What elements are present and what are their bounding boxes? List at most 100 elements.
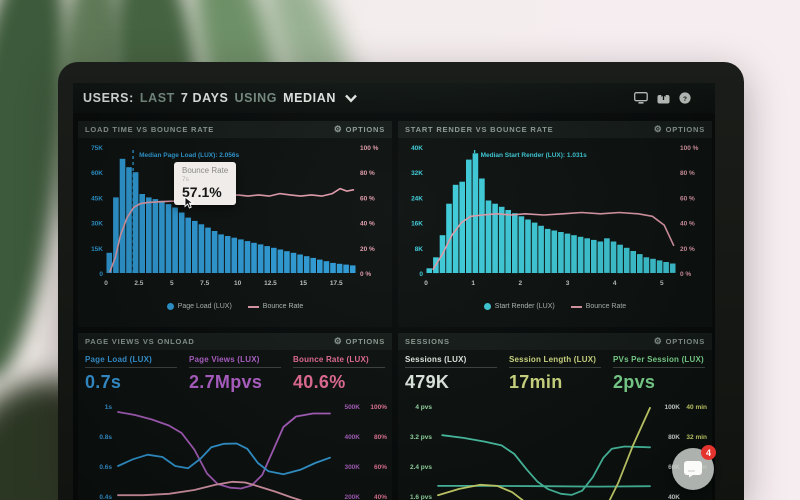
svg-text:4 pvs: 4 pvs: [415, 404, 432, 411]
options-button[interactable]: ⚙ OPTIONS: [333, 124, 385, 135]
start-render-histogram: 40K 32K 24K 16K 8K 0 100 % 80 % 60 % 40 % 20 % 0 % 0…: [411, 145, 699, 287]
legend-label: Page Load (LUX): [177, 303, 232, 310]
svg-text:80 %: 80 %: [360, 170, 375, 177]
panel-page-views-vs-onload: PAGE VIEWS VS ONLOAD ⚙ OPTIONS Page Load…: [78, 333, 392, 500]
tooltip-title: Bounce Rate: [182, 166, 229, 175]
svg-text:40%: 40%: [374, 494, 387, 500]
gear-icon: ⚙: [653, 336, 663, 346]
svg-text:8K: 8K: [415, 246, 424, 253]
svg-text:3.2 pvs: 3.2 pvs: [410, 434, 432, 441]
options-button[interactable]: ⚙ OPTIONS: [653, 336, 705, 347]
panel-title: SESSIONS: [405, 337, 450, 346]
metric-label: Sessions (LUX): [405, 355, 497, 368]
metric-label: Page Views (LUX): [189, 355, 281, 368]
svg-text:100%: 100%: [370, 404, 387, 411]
svg-text:80 %: 80 %: [680, 170, 695, 177]
svg-text:20 %: 20 %: [680, 246, 695, 253]
title-users: USERS:: [83, 91, 134, 105]
metric-page-load: Page Load (LUX) 0.7s: [85, 355, 177, 393]
svg-text:4: 4: [613, 280, 617, 287]
legend-line-swatch: [247, 305, 259, 308]
panel-sessions: SESSIONS ⚙ OPTIONS Sessions (LUX) 479K S…: [398, 333, 712, 500]
svg-text:20 %: 20 %: [360, 246, 375, 253]
svg-text:2: 2: [519, 280, 523, 287]
panel-load-time-vs-bounce-rate: LOAD TIME VS BOUNCE RATE ⚙ OPTIONS 75K 60…: [78, 121, 392, 327]
metric-pvs-per-session: PVs Per Session (LUX) 2pvs: [613, 355, 705, 393]
metric-row: Sessions (LUX) 479K Session Length (LUX)…: [398, 350, 712, 396]
title-days: 7 DAYS: [180, 91, 229, 105]
legend-line-swatch: [570, 305, 582, 308]
svg-text:Median Start Render (LUX): 1.0: Median Start Render (LUX): 1.031s: [481, 152, 588, 159]
legend-dot-swatch: [483, 303, 491, 310]
svg-text:100 %: 100 %: [680, 145, 699, 152]
metric-value: 479K: [405, 372, 450, 392]
svg-text:40 %: 40 %: [360, 221, 375, 228]
mouse-cursor-icon: [184, 196, 195, 214]
svg-text:500K: 500K: [344, 404, 360, 411]
svg-text:80K: 80K: [668, 434, 680, 441]
help-icon[interactable]: ?: [679, 92, 691, 104]
svg-text:17.5: 17.5: [330, 280, 343, 287]
metric-page-views: Page Views (LUX) 2.7Mpvs: [189, 355, 281, 393]
svg-text:0.6s: 0.6s: [99, 464, 112, 471]
metric-sessions: Sessions (LUX) 479K: [405, 355, 497, 393]
metric-row: Page Load (LUX) 0.7s Page Views (LUX) 2.…: [78, 350, 392, 396]
svg-text:40 %: 40 %: [680, 221, 695, 228]
svg-text:30K: 30K: [91, 221, 103, 228]
svg-text:0.4s: 0.4s: [99, 494, 112, 500]
metric-value: 17min: [509, 372, 563, 392]
panel-title: LOAD TIME VS BOUNCE RATE: [85, 125, 215, 134]
title-median: MEDIAN: [283, 91, 336, 105]
svg-text:60 %: 60 %: [360, 195, 375, 202]
svg-text:Median Page Load (LUX): 2.056s: Median Page Load (LUX): 2.056s: [139, 152, 239, 159]
metric-label: Bounce Rate (LUX): [293, 355, 385, 368]
svg-text:300K: 300K: [344, 464, 360, 471]
title-using: USING: [234, 91, 278, 105]
gear-icon: ⚙: [653, 124, 663, 134]
svg-text:100K: 100K: [664, 404, 680, 411]
svg-text:15K: 15K: [91, 246, 103, 253]
chevron-down-icon[interactable]: [344, 94, 358, 103]
panel-start-render-vs-bounce-rate: START RENDER VS BOUNCE RATE ⚙ OPTIONS 40…: [398, 121, 712, 327]
svg-text:45K: 45K: [91, 195, 103, 202]
metric-value: 0.7s: [85, 372, 122, 392]
metric-label: PVs Per Session (LUX): [613, 355, 705, 368]
page-title: USERS: LAST 7 DAYS USING MEDIAN: [83, 91, 358, 105]
share-icon[interactable]: [657, 92, 670, 104]
laptop-bezel: USERS: LAST 7 DAYS USING MEDIAN: [58, 62, 744, 500]
svg-text:10: 10: [234, 280, 242, 287]
display-icon[interactable]: [634, 92, 648, 104]
metric-value: 40.6%: [293, 372, 346, 392]
svg-text:200K: 200K: [344, 494, 360, 500]
chat-widget-button[interactable]: 4: [672, 445, 716, 490]
svg-text:2.4 pvs: 2.4 pvs: [410, 464, 432, 471]
svg-text:3: 3: [566, 280, 570, 287]
svg-text:7.5: 7.5: [200, 280, 209, 287]
tooltip-sub: 7s: [182, 176, 189, 183]
svg-text:5: 5: [170, 280, 174, 287]
panel-grid: LOAD TIME VS BOUNCE RATE ⚙ OPTIONS 75K 60…: [73, 113, 715, 500]
svg-text:32 min: 32 min: [686, 434, 707, 441]
svg-text:0.8s: 0.8s: [99, 434, 112, 441]
options-button[interactable]: ⚙ OPTIONS: [653, 124, 705, 135]
svg-text:0 %: 0 %: [680, 271, 691, 278]
svg-text:0: 0: [104, 280, 108, 287]
options-button[interactable]: ⚙ OPTIONS: [333, 336, 385, 347]
svg-text:24K: 24K: [411, 195, 423, 202]
metric-value: 2.7Mpvs: [189, 372, 263, 392]
svg-text:1.6 pvs: 1.6 pvs: [410, 494, 432, 500]
svg-text:1: 1: [471, 280, 475, 287]
panel-title: START RENDER VS BOUNCE RATE: [405, 125, 554, 134]
title-last: LAST: [139, 91, 175, 105]
svg-text:12.5: 12.5: [264, 280, 277, 287]
dashboard-header: USERS: LAST 7 DAYS USING MEDIAN: [73, 83, 715, 113]
svg-text:60 %: 60 %: [680, 195, 695, 202]
svg-text:?: ?: [683, 96, 687, 103]
legend-label: Bounce Rate: [262, 303, 304, 310]
notification-badge: 4: [701, 445, 716, 460]
svg-text:40 min: 40 min: [686, 404, 707, 411]
legend-dot-swatch: [166, 303, 174, 310]
svg-text:0 %: 0 %: [360, 271, 371, 278]
